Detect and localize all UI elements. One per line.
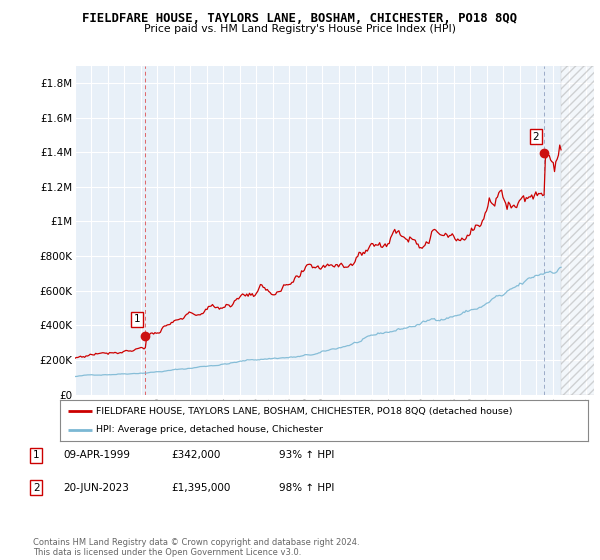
Text: Price paid vs. HM Land Registry's House Price Index (HPI): Price paid vs. HM Land Registry's House …	[144, 24, 456, 34]
Text: FIELDFARE HOUSE, TAYLORS LANE, BOSHAM, CHICHESTER, PO18 8QQ: FIELDFARE HOUSE, TAYLORS LANE, BOSHAM, C…	[82, 12, 518, 25]
Text: 09-APR-1999: 09-APR-1999	[63, 450, 130, 460]
Text: 98% ↑ HPI: 98% ↑ HPI	[279, 483, 334, 493]
Text: 2: 2	[33, 483, 40, 493]
Text: 1: 1	[134, 314, 140, 324]
Bar	[561, 66, 600, 395]
Text: HPI: Average price, detached house, Chichester: HPI: Average price, detached house, Chic…	[96, 426, 323, 435]
Text: 1: 1	[33, 450, 40, 460]
Text: 20-JUN-2023: 20-JUN-2023	[63, 483, 129, 493]
Text: £1,395,000: £1,395,000	[171, 483, 230, 493]
Text: £342,000: £342,000	[171, 450, 220, 460]
Text: FIELDFARE HOUSE, TAYLORS LANE, BOSHAM, CHICHESTER, PO18 8QQ (detached house): FIELDFARE HOUSE, TAYLORS LANE, BOSHAM, C…	[96, 407, 512, 416]
Text: 93% ↑ HPI: 93% ↑ HPI	[279, 450, 334, 460]
Text: Contains HM Land Registry data © Crown copyright and database right 2024.
This d: Contains HM Land Registry data © Crown c…	[33, 538, 359, 557]
Text: 2: 2	[533, 132, 539, 142]
